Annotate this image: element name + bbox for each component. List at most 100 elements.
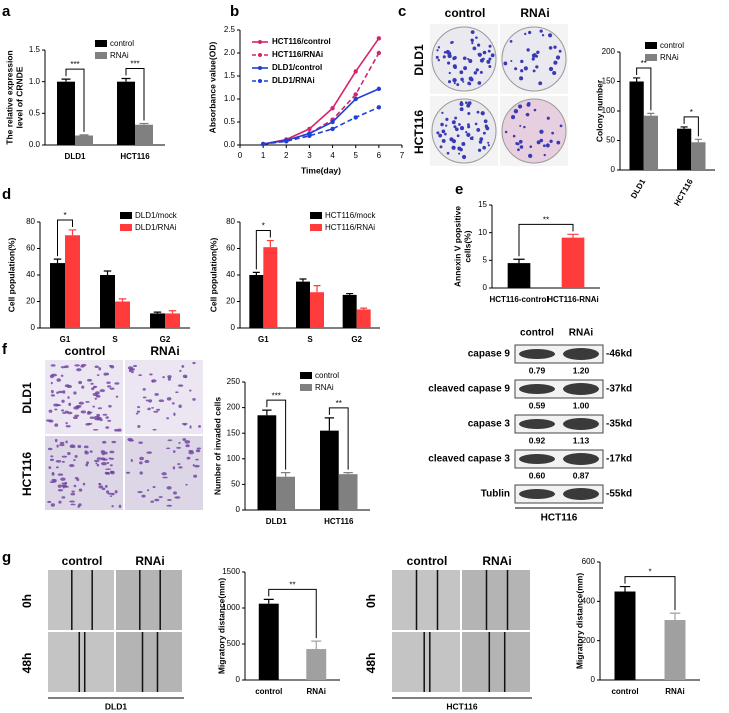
blot-size-label: -37kd: [606, 384, 632, 395]
colony: [445, 124, 448, 127]
cell: [89, 450, 93, 453]
blot-column-label: RNAi: [569, 328, 594, 339]
cell: [70, 492, 76, 496]
cell: [182, 438, 187, 441]
cell: [179, 369, 182, 373]
cell: [62, 390, 66, 394]
blot-row-label: capase 3: [468, 419, 511, 430]
colony: [488, 44, 492, 48]
cell: [156, 408, 161, 411]
bar: [664, 620, 686, 680]
cell: [61, 460, 65, 463]
colony: [523, 66, 528, 71]
y-tick-label: 80: [226, 217, 235, 226]
cell: [97, 416, 102, 420]
legend-swatch: [645, 54, 657, 61]
cell: [185, 444, 190, 448]
image-background: [116, 632, 182, 692]
colony: [468, 82, 472, 86]
significance-bracket: [328, 407, 349, 470]
cell: [101, 461, 107, 466]
cell: [47, 500, 52, 504]
cell: [87, 411, 93, 414]
bar: [356, 309, 371, 328]
cell: [96, 463, 100, 467]
y-axis-label: The relative expression: [4, 50, 14, 145]
cell: [71, 490, 75, 493]
row-label: HCT116: [20, 452, 34, 496]
cell: [147, 407, 151, 411]
cell: [97, 407, 102, 410]
cell: [57, 473, 64, 476]
cell: [89, 416, 95, 419]
y-tick-label: 50: [231, 480, 240, 489]
blot-ratio: 0.87: [573, 470, 590, 480]
point: [330, 126, 335, 132]
error-bar: [263, 598, 274, 604]
y-tick-label: 0.5: [29, 108, 41, 117]
cell: [152, 428, 157, 431]
cell: [154, 392, 159, 396]
y-tick-label: 10: [478, 228, 487, 237]
x-tick-label: HCT116: [120, 152, 150, 161]
error-bar: [121, 77, 131, 82]
cell: [60, 477, 66, 481]
cell: [192, 464, 195, 467]
cell: [153, 410, 159, 413]
colony: [556, 140, 561, 145]
blot-size-label: -55kd: [606, 489, 632, 500]
cell: [189, 425, 192, 429]
legend-label: RNAi: [660, 53, 679, 62]
cell: [167, 498, 172, 501]
cell: [95, 394, 101, 398]
colony: [533, 108, 537, 112]
significance-bracket: [268, 588, 317, 639]
colony: [446, 151, 450, 155]
significance-bracket: [636, 67, 652, 111]
colony: [535, 54, 539, 58]
legend-label: control: [110, 39, 134, 48]
error-bar: [633, 77, 641, 82]
cell: [50, 455, 54, 458]
colony: [436, 131, 440, 135]
cell: [61, 496, 66, 499]
cell: [87, 422, 93, 425]
cell: [108, 365, 114, 367]
image-background: [45, 360, 123, 434]
bar: [57, 81, 75, 145]
band: [563, 383, 599, 395]
colony: [558, 49, 562, 53]
colony: [467, 57, 470, 61]
colony: [470, 38, 474, 42]
colony: [547, 33, 553, 38]
x-tick-label: HCT116-control: [489, 295, 548, 304]
line: [263, 88, 380, 145]
error-bar: [313, 285, 321, 293]
cell: [68, 402, 72, 407]
cell: [61, 455, 68, 458]
colony: [482, 50, 487, 55]
colony: [479, 137, 484, 141]
cell: [197, 425, 202, 428]
error-bar: [61, 78, 71, 82]
significance-label: **: [336, 399, 342, 408]
cell: [49, 481, 56, 484]
significance-label: ***: [70, 60, 79, 69]
cell: [61, 409, 65, 412]
significance-bracket: [624, 576, 676, 611]
cell: [94, 365, 99, 369]
colony: [549, 139, 553, 143]
colony: [454, 127, 459, 132]
cell: [139, 461, 143, 465]
y-tick-label: 200: [227, 403, 241, 412]
significance-bracket: [518, 223, 574, 257]
cell: [102, 413, 108, 416]
cell: [181, 422, 188, 425]
cell-line-label: DLD1: [105, 701, 127, 711]
cell: [142, 388, 146, 391]
bar: [507, 263, 531, 288]
bar: [50, 263, 65, 328]
cell: [78, 503, 82, 507]
bar: [117, 81, 135, 145]
